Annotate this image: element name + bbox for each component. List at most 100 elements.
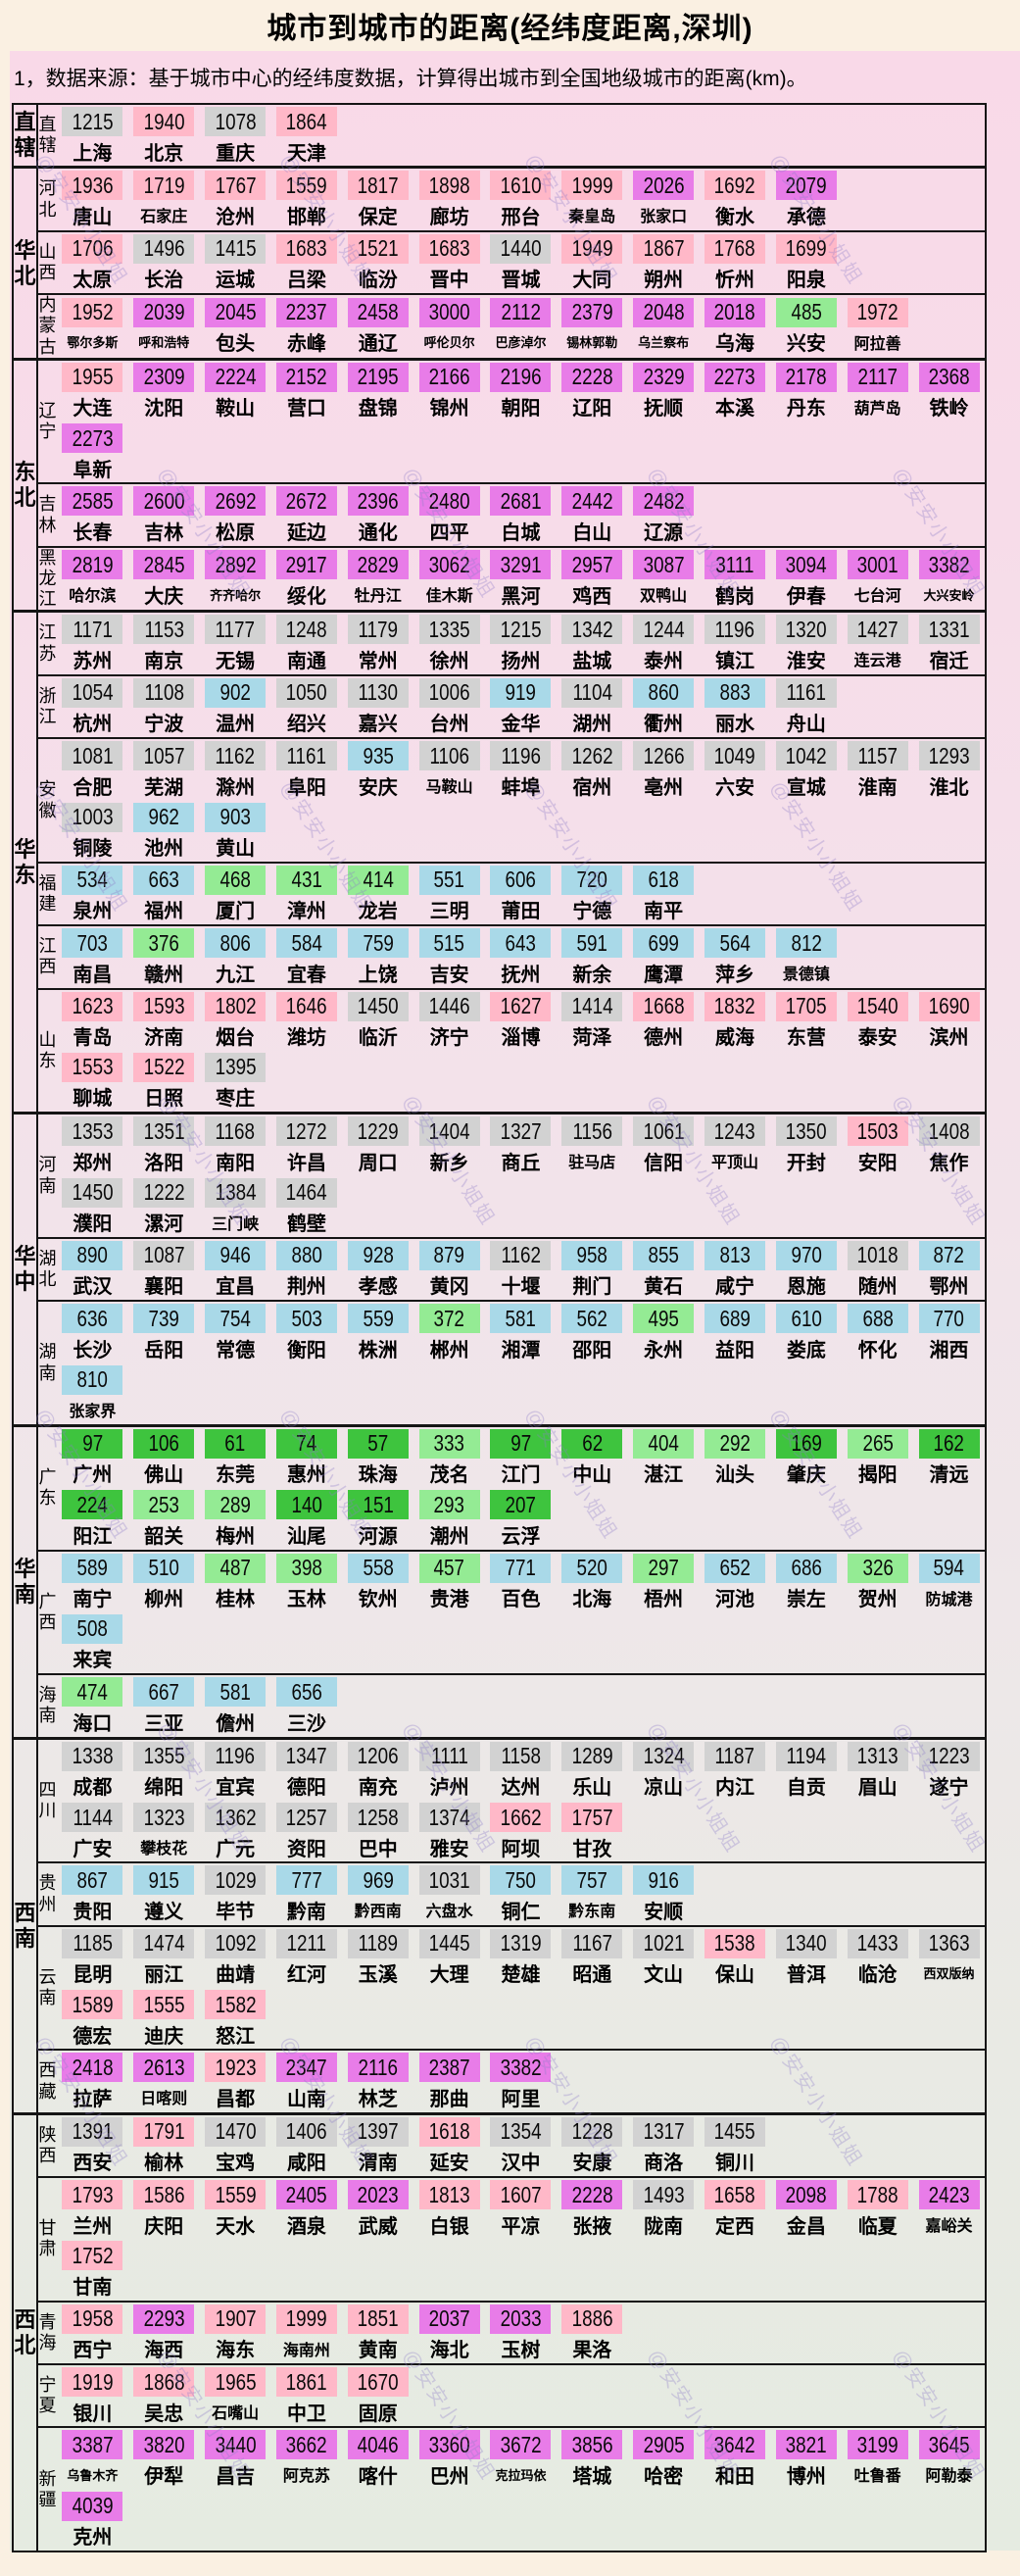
city-name: 渭南 <box>358 2153 398 2175</box>
city-name: 朔州 <box>644 270 684 292</box>
city-cell: 1757 甘孜 <box>557 1801 628 1861</box>
city-cell: 1683 晋中 <box>413 232 485 293</box>
distance-value: 880 <box>275 1240 337 1270</box>
city-cell: 485 兴安 <box>770 296 842 357</box>
distance-number: 1104 <box>572 679 612 706</box>
city-cell: 1215 扬州 <box>485 613 557 673</box>
city-cell: 1317 商洛 <box>628 2115 700 2176</box>
city-name: 大兴安岭 <box>923 587 975 603</box>
city-name: 惠州 <box>286 1464 326 1487</box>
distance-number: 2905 <box>643 2431 685 2457</box>
distance-value: 703 <box>62 928 123 959</box>
distance-value: 935 <box>347 741 409 771</box>
province-group: 贵州 867 贵阳 915 遵义 1029 毕节 777 黔南 969 黔西南 1031 六盘水 750 铜… <box>38 1861 985 1924</box>
city-name: 六盘水 <box>425 1904 473 1921</box>
city-cell: 890 武汉 <box>57 1239 128 1300</box>
city-name: 阳泉 <box>786 270 826 292</box>
province-label: 江西 <box>38 936 57 977</box>
distance-number: 1391 <box>72 2118 114 2145</box>
city-cell: 1018 随州 <box>842 1239 913 1300</box>
city-name: 武威 <box>358 2215 398 2238</box>
city-cell: 3291 黑河 <box>485 548 557 609</box>
distance-value: 1168 <box>205 1116 267 1147</box>
city-cell: 1042 宣城 <box>770 739 842 800</box>
city-name: 绵阳 <box>144 1777 184 1800</box>
distance-number: 3087 <box>643 551 685 577</box>
city-cell: 1582 怒江 <box>200 1988 271 2049</box>
distance-number: 207 <box>505 1491 537 1517</box>
city-cell: 1752 甘南 <box>57 2239 128 2300</box>
distance-value: 2418 <box>62 2053 123 2083</box>
distance-number: 457 <box>433 1555 465 1581</box>
province-group: 河南 1353 郑州 1351 洛阳 1168 南阳 1272 许昌 1229 周口 1404 新乡 13… <box>38 1115 985 1237</box>
distance-number: 1313 <box>856 1743 899 1769</box>
distance-value: 1553 <box>62 1052 123 1082</box>
distance-value: 2079 <box>775 171 837 201</box>
city-name: 三门峡 <box>212 1215 260 1233</box>
distance-number: 151 <box>363 1491 394 1517</box>
city-name: 雅安 <box>429 1838 469 1860</box>
city-name: 克州 <box>73 2527 113 2550</box>
city-cell: 2224 鞍山 <box>200 361 271 421</box>
city-cell: 1061 信阳 <box>628 1115 700 1175</box>
city-cell: 293 潮州 <box>413 1488 485 1549</box>
city-name: 伊犁 <box>144 2465 184 2488</box>
distance-number: 1832 <box>714 993 755 1019</box>
distance-number: 1999 <box>571 172 613 198</box>
distance-value: 946 <box>205 1240 267 1270</box>
distance-value: 1228 <box>561 2116 623 2147</box>
province-group: 安徽 1081 合肥 1057 芜湖 1162 滁州 1161 阜阳 935 安庆 1106 马鞍山 11… <box>38 737 985 862</box>
table-row: 703 南昌 376 赣州 806 九江 584 宜春 759 上饶 515 吉安 643 抚州 591 新余… <box>57 926 985 987</box>
distance-number: 3291 <box>500 551 542 577</box>
city-name: 玉树 <box>501 2340 541 2362</box>
city-name: 遵义 <box>144 1901 184 1923</box>
city-name: 克拉玛依 <box>495 2467 547 2483</box>
distance-number: 1018 <box>856 1242 899 1268</box>
city-cell: 3821 博州 <box>770 2428 842 2489</box>
distance-value: 1940 <box>133 107 195 136</box>
distance-value: 3111 <box>704 550 765 580</box>
city-name: 丽江 <box>144 1964 184 1987</box>
distance-value: 534 <box>62 865 123 895</box>
city-cell: 1470 宝鸡 <box>200 2115 271 2176</box>
distance-value: 1187 <box>704 1741 765 1771</box>
distance-value: 1222 <box>133 1177 195 1208</box>
city-cell: 1179 常州 <box>342 613 413 673</box>
city-name: 绍兴 <box>286 714 326 736</box>
city-cell: 969 黔西南 <box>342 1863 413 1924</box>
city-cell: 151 河源 <box>342 1488 413 1549</box>
city-cell: 1538 保山 <box>700 1927 771 1988</box>
city-name: 九江 <box>216 964 256 986</box>
city-name: 湘西 <box>929 1339 969 1362</box>
distance-value: 2037 <box>418 2304 480 2334</box>
distance-number: 1607 <box>500 2181 542 2207</box>
table-row: 1919 银川 1868 吴忠 1965 石嘴山 1861 中卫 1670 固原 <box>57 2365 985 2426</box>
distance-number: 1158 <box>501 1743 541 1769</box>
distance-value: 1767 <box>205 171 267 201</box>
distance-number: 372 <box>433 1305 465 1331</box>
province-label: 西藏 <box>38 2060 57 2102</box>
distance-value: 3094 <box>775 550 837 580</box>
distance-number: 946 <box>219 1242 251 1268</box>
distance-number: 1406 <box>285 2118 327 2145</box>
city-cell: 1335 徐州 <box>413 613 485 673</box>
city-cell: 656 三沙 <box>271 1675 343 1736</box>
distance-number: 2033 <box>500 2305 542 2332</box>
province-body: 703 南昌 376 赣州 806 九江 584 宜春 759 上饶 515 吉安 643 抚州 591 新余… <box>57 926 985 987</box>
city-cell: 3001 七台河 <box>842 548 913 609</box>
distance-number: 1327 <box>500 1117 542 1144</box>
city-name: 固原 <box>358 2403 398 2425</box>
distance-number: 1706 <box>72 235 114 262</box>
city-cell: 1222 漯河 <box>128 1176 200 1237</box>
distance-value: 1446 <box>418 991 480 1021</box>
city-name: 北京 <box>144 142 184 165</box>
distance-number: 398 <box>291 1555 322 1581</box>
distance-value: 515 <box>418 928 480 959</box>
province-group: 湖南 636 长沙 739 岳阳 754 常德 503 衡阳 559 株洲 372 郴州 581 湘潭 562… <box>38 1300 985 1424</box>
distance-number: 1108 <box>143 679 184 706</box>
table-row: 1171 苏州 1153 南京 1177 无锡 1248 南通 1179 常州 1335 徐州 1215… <box>57 613 985 673</box>
city-cell: 757 黔东南 <box>557 1863 628 1924</box>
city-cell: 1057 芜湖 <box>128 739 200 800</box>
distance-value: 1081 <box>62 741 123 771</box>
city-cell: 1898 廊坊 <box>413 169 485 229</box>
